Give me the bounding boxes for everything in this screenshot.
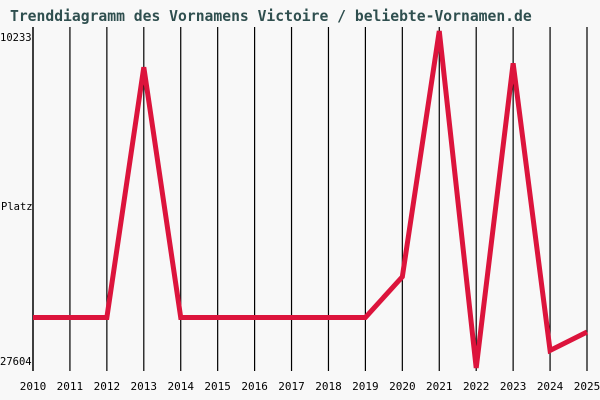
y-axis-min-label: 27604 xyxy=(0,356,32,368)
x-axis-tick-label-2013: 2013 xyxy=(130,380,158,393)
x-axis-tick-label-2011: 2011 xyxy=(56,380,84,393)
x-axis-tick-label-2015: 2015 xyxy=(204,380,231,393)
x-axis-tick-label-2014: 2014 xyxy=(167,380,194,393)
x-axis-tick-label-2012: 2012 xyxy=(93,380,121,393)
x-axis-tick-label-2024: 2024 xyxy=(536,380,564,393)
y-axis-max-label: 10233 xyxy=(0,32,32,44)
trend-line xyxy=(33,30,589,369)
chart-title: Trenddiagramm des Vornamens Victoire / b… xyxy=(10,8,532,25)
x-axis-tick-label-2025: 2025 xyxy=(573,380,600,393)
x-axis-tick-label-2010: 2010 xyxy=(19,380,47,393)
x-axis-tick-label-2022: 2022 xyxy=(462,380,490,393)
x-axis-tick-label-2016: 2016 xyxy=(241,380,268,393)
y-axis-title: Platz xyxy=(1,201,33,213)
x-axis-tick-label-2020: 2020 xyxy=(389,380,416,393)
x-axis-tick-label-2018: 2018 xyxy=(315,380,342,393)
x-axis-tick-label-2019: 2019 xyxy=(352,380,379,393)
x-axis-tick-label-2021: 2021 xyxy=(426,380,453,393)
x-axis-tick-label-2017: 2017 xyxy=(278,380,305,393)
x-axis-tick-label-2023: 2023 xyxy=(499,380,527,393)
